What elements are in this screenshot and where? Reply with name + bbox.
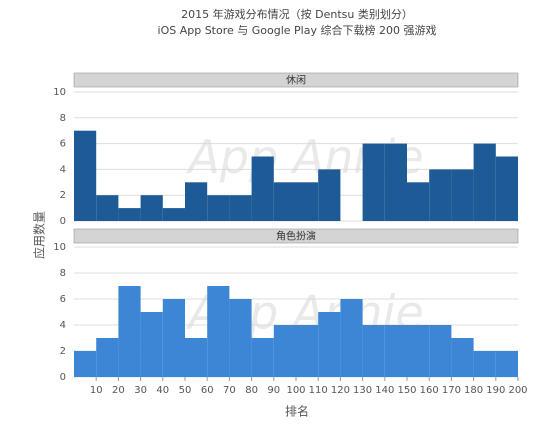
histogram-bar <box>495 156 518 221</box>
x-tick-label: 80 <box>245 385 258 396</box>
histogram-bar <box>229 195 252 221</box>
histogram-bar <box>407 325 430 377</box>
histogram-bar <box>74 130 97 221</box>
x-tick-label: 130 <box>353 385 372 396</box>
x-tick-label: 40 <box>156 385 169 396</box>
histogram-bar <box>362 143 385 221</box>
histogram-bar <box>473 351 496 377</box>
y-tick-label: 8 <box>60 113 66 124</box>
y-tick-label: 2 <box>60 346 66 357</box>
x-tick-label: 150 <box>397 385 416 396</box>
histogram-bar <box>384 143 407 221</box>
x-tick-label: 20 <box>112 385 125 396</box>
histogram-bar <box>473 143 496 221</box>
x-tick-label: 110 <box>309 385 328 396</box>
y-tick-label: 6 <box>60 294 66 305</box>
x-tick-label: 180 <box>464 385 483 396</box>
histogram-bar <box>140 312 163 377</box>
y-tick-label: 10 <box>53 87 66 98</box>
x-tick-label: 30 <box>134 385 147 396</box>
histogram-bar <box>451 169 474 221</box>
y-axis-label: 应用数量 <box>32 211 47 259</box>
histogram-bar <box>96 338 119 377</box>
histogram-bar <box>273 182 296 221</box>
histogram-bar <box>429 325 452 377</box>
histogram-bar <box>207 286 230 377</box>
x-tick-label: 10 <box>90 385 103 396</box>
y-tick-label: 10 <box>53 242 66 253</box>
histogram-bar <box>140 195 163 221</box>
x-tick-label: 190 <box>486 385 505 396</box>
y-tick-label: 2 <box>60 190 66 201</box>
x-tick-label: 200 <box>508 385 527 396</box>
x-tick-label: 60 <box>201 385 214 396</box>
y-tick-label: 4 <box>60 320 66 331</box>
histogram-bar <box>162 208 185 221</box>
histogram-bar <box>96 195 119 221</box>
histogram-bar <box>340 299 363 377</box>
histogram-bar <box>429 169 452 221</box>
histogram-bar <box>318 312 341 377</box>
histogram-bar <box>185 182 208 221</box>
histogram-bar <box>162 299 185 377</box>
facet-strip <box>73 72 519 88</box>
x-tick-label: 100 <box>286 385 305 396</box>
x-tick-label: 90 <box>267 385 280 396</box>
x-tick-label: 120 <box>331 385 350 396</box>
histogram-bar <box>296 325 319 377</box>
x-tick-label: 140 <box>375 385 394 396</box>
histogram-bar <box>118 208 141 221</box>
histogram-bar <box>273 325 296 377</box>
facet-label: 角色扮演 <box>276 230 316 243</box>
histogram-bar <box>74 351 97 377</box>
x-tick-label: 160 <box>420 385 439 396</box>
histogram-bar <box>207 195 230 221</box>
histogram-bar <box>318 169 341 221</box>
histogram-bar <box>362 325 385 377</box>
y-tick-label: 4 <box>60 164 66 175</box>
histogram-bar <box>251 338 274 377</box>
y-tick-label: 6 <box>60 139 66 150</box>
histogram-bar <box>451 338 474 377</box>
chart-title: 2015 年游戏分布情况（按 Dentsu 类别划分） <box>181 7 413 21</box>
y-tick-label: 0 <box>60 372 66 383</box>
x-tick-label: 170 <box>442 385 461 396</box>
y-tick-label: 0 <box>60 216 66 227</box>
histogram-bar <box>495 351 518 377</box>
facet-strip <box>73 228 519 244</box>
y-tick-label: 8 <box>60 268 66 279</box>
histogram-bar <box>251 156 274 221</box>
x-axis-label: 排名 <box>285 404 309 419</box>
histogram-bar <box>384 325 407 377</box>
histogram-bar <box>296 182 319 221</box>
chart-subtitle: iOS App Store 与 Google Play 综合下载榜 200 强游… <box>158 23 437 37</box>
histogram-bar <box>118 286 141 377</box>
x-tick-label: 50 <box>179 385 192 396</box>
x-tick-label: 70 <box>223 385 236 396</box>
histogram-bar <box>229 299 252 377</box>
histogram-bar <box>185 338 208 377</box>
histogram-bar <box>407 182 430 221</box>
facet-label: 休闲 <box>286 74 306 87</box>
